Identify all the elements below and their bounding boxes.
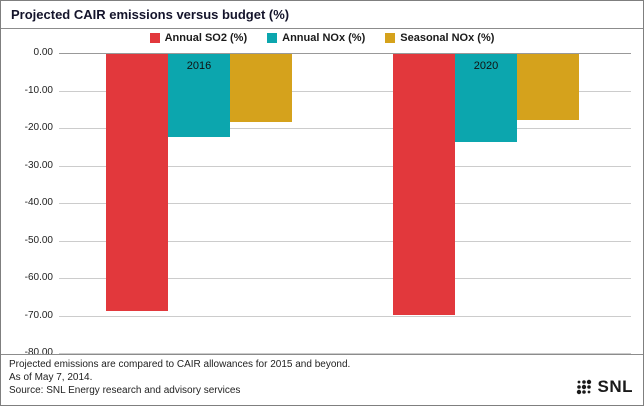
footnote-line: As of May 7, 2014. xyxy=(9,372,93,384)
gridline xyxy=(59,278,631,279)
legend-label: Seasonal NOx (%) xyxy=(400,32,495,44)
bar xyxy=(517,54,579,120)
bar xyxy=(106,54,168,311)
chart-legend: Annual SO2 (%) Annual NOx (%) Seasonal NOx… xyxy=(1,32,643,44)
legend-swatch-icon xyxy=(267,33,278,43)
bar xyxy=(168,54,230,137)
plot-area: 2016 2020 xyxy=(59,53,631,354)
snl-logo-text: SNL xyxy=(597,377,633,396)
legend-label: Annual SO2 (%) xyxy=(164,32,248,44)
footer-divider xyxy=(1,354,643,355)
gridline xyxy=(59,240,631,242)
title-divider xyxy=(1,28,643,29)
snl-logo: SNL xyxy=(575,377,634,397)
y-tick-label: -50.00 xyxy=(24,234,53,246)
legend-item: Annual SO2 (%) xyxy=(149,32,248,44)
legend-item: Annual NOx (%) xyxy=(267,32,365,44)
footnotes: Projected emissions are compared to CAIR… xyxy=(9,358,350,398)
gridline xyxy=(59,353,631,354)
chart-title: Projected CAIR emissions versus budget (… xyxy=(11,7,290,22)
gridline xyxy=(59,165,631,167)
footnote-line: Source: SNL Energy research and advisory… xyxy=(9,385,241,397)
gridline xyxy=(59,53,631,54)
bar xyxy=(455,54,517,143)
footnote-line: Projected emissions are compared to CAIR… xyxy=(9,359,351,370)
y-tick-label: -30.00 xyxy=(24,159,53,171)
snl-logo-dots-icon xyxy=(576,379,591,395)
bar xyxy=(230,54,292,122)
y-tick-label: 0.00 xyxy=(33,47,53,58)
y-tick-label: -70.00 xyxy=(24,309,53,321)
gridline xyxy=(59,128,631,129)
gridline xyxy=(59,315,631,317)
y-tick-label: -80.00 xyxy=(24,347,53,358)
gridline xyxy=(59,203,631,204)
legend-swatch-icon xyxy=(149,33,160,43)
gridline xyxy=(59,90,631,92)
legend-item: Seasonal NOx (%) xyxy=(385,32,494,44)
legend-label: Annual NOx (%) xyxy=(282,32,366,44)
bar xyxy=(393,54,455,315)
y-tick-label: -20.00 xyxy=(24,122,53,133)
legend-swatch-icon xyxy=(385,33,396,43)
y-tick-label: -10.00 xyxy=(24,84,53,96)
y-tick-label: -60.00 xyxy=(24,272,53,283)
y-tick-label: -40.00 xyxy=(24,197,53,208)
group-label: 2020 xyxy=(473,60,499,72)
group-label: 2016 xyxy=(186,60,212,72)
